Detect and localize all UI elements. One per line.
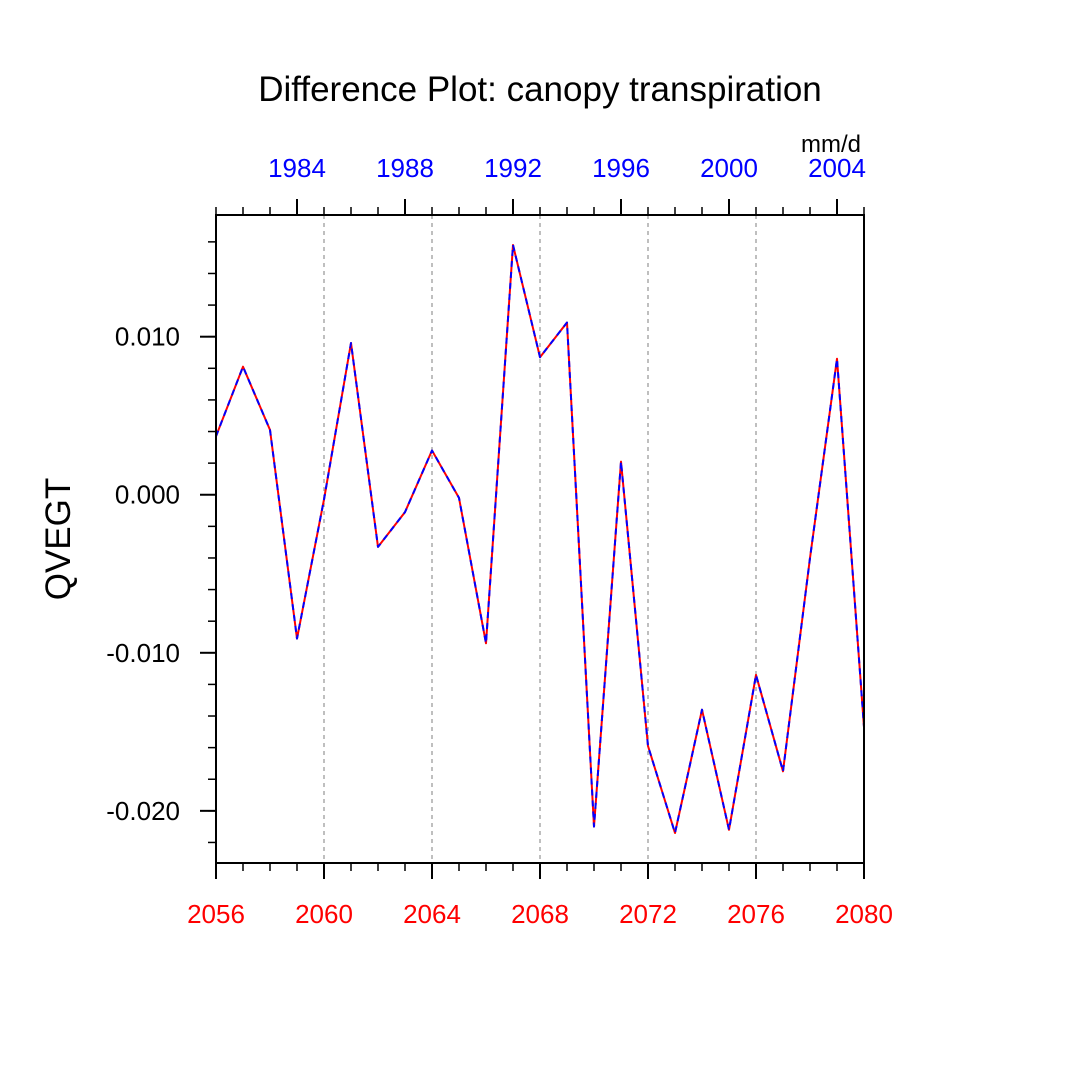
top-tick-label: 1996 xyxy=(592,153,650,183)
series-line xyxy=(215,244,865,834)
y-tick-labels: 0.010 0.000 -0.010 -0.020 xyxy=(106,322,180,826)
y-tick-label: 0.010 xyxy=(115,322,180,352)
top-tick-label: 1988 xyxy=(376,153,434,183)
bottom-tick-labels: 2056 2060 2064 2068 2072 2076 2080 xyxy=(187,899,893,929)
bottom-tick-label: 2080 xyxy=(835,899,893,929)
top-tick-label: 2004 xyxy=(808,153,866,183)
units-label: mm/d xyxy=(801,131,861,158)
bottom-tick-label: 2060 xyxy=(295,899,353,929)
y-tick-label: -0.010 xyxy=(106,638,180,668)
top-tick-labels: 1984 1988 1992 1996 2000 2004 xyxy=(268,153,866,183)
top-tick-label: 1992 xyxy=(484,153,542,183)
y-tick-label: 0.000 xyxy=(115,480,180,510)
bottom-tick-label: 2068 xyxy=(511,899,569,929)
top-tick-label: 2000 xyxy=(700,153,758,183)
major-ticks xyxy=(200,199,865,879)
plot-frame xyxy=(215,214,865,864)
top-tick-label: 1984 xyxy=(268,153,326,183)
bottom-tick-label: 2064 xyxy=(403,899,461,929)
series-lines xyxy=(215,244,865,834)
chart-title: Difference Plot: canopy transpiration xyxy=(258,70,822,109)
bottom-tick-label: 2072 xyxy=(619,899,677,929)
grid-lines xyxy=(323,215,757,863)
y-tick-label: -0.020 xyxy=(106,796,180,826)
bottom-tick-label: 2076 xyxy=(727,899,785,929)
y-axis-label: QVEGT xyxy=(39,478,78,601)
bottom-tick-label: 2056 xyxy=(187,899,245,929)
